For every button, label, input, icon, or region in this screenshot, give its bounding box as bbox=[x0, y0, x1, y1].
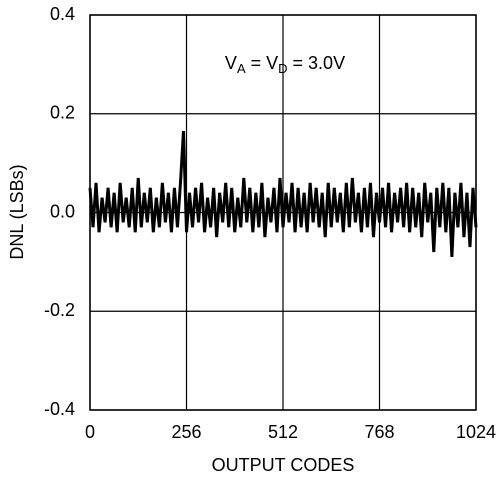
y-tick-label: 0.4 bbox=[50, 4, 75, 24]
y-tick-label: 0.2 bbox=[50, 103, 75, 123]
y-tick-label: -0.2 bbox=[44, 300, 75, 320]
x-axis-label: OUTPUT CODES bbox=[212, 455, 355, 475]
x-tick-label: 768 bbox=[364, 422, 394, 442]
annotation-part: V bbox=[225, 53, 237, 73]
x-tick-label: 512 bbox=[268, 422, 298, 442]
annotation-part: = V bbox=[246, 53, 279, 73]
annotation-subscript: A bbox=[237, 61, 246, 76]
x-tick-label: 0 bbox=[85, 422, 95, 442]
x-tick-label: 1024 bbox=[456, 422, 496, 442]
x-tick-label: 256 bbox=[171, 422, 201, 442]
plot-area: 0.4 0.2 0.0 -0.2 -0.4 0 256 512 768 1024 bbox=[44, 4, 496, 442]
y-tick-label: 0.0 bbox=[50, 201, 75, 221]
data-line bbox=[88, 130, 478, 258]
annotation: VA = VD = 3.0V bbox=[225, 53, 345, 77]
annotation-part: = 3.0V bbox=[288, 53, 346, 73]
annotation-subscript: D bbox=[278, 61, 287, 76]
y-tick-label: -0.4 bbox=[44, 399, 75, 419]
y-axis-label: DNL (LSBs) bbox=[7, 164, 27, 259]
